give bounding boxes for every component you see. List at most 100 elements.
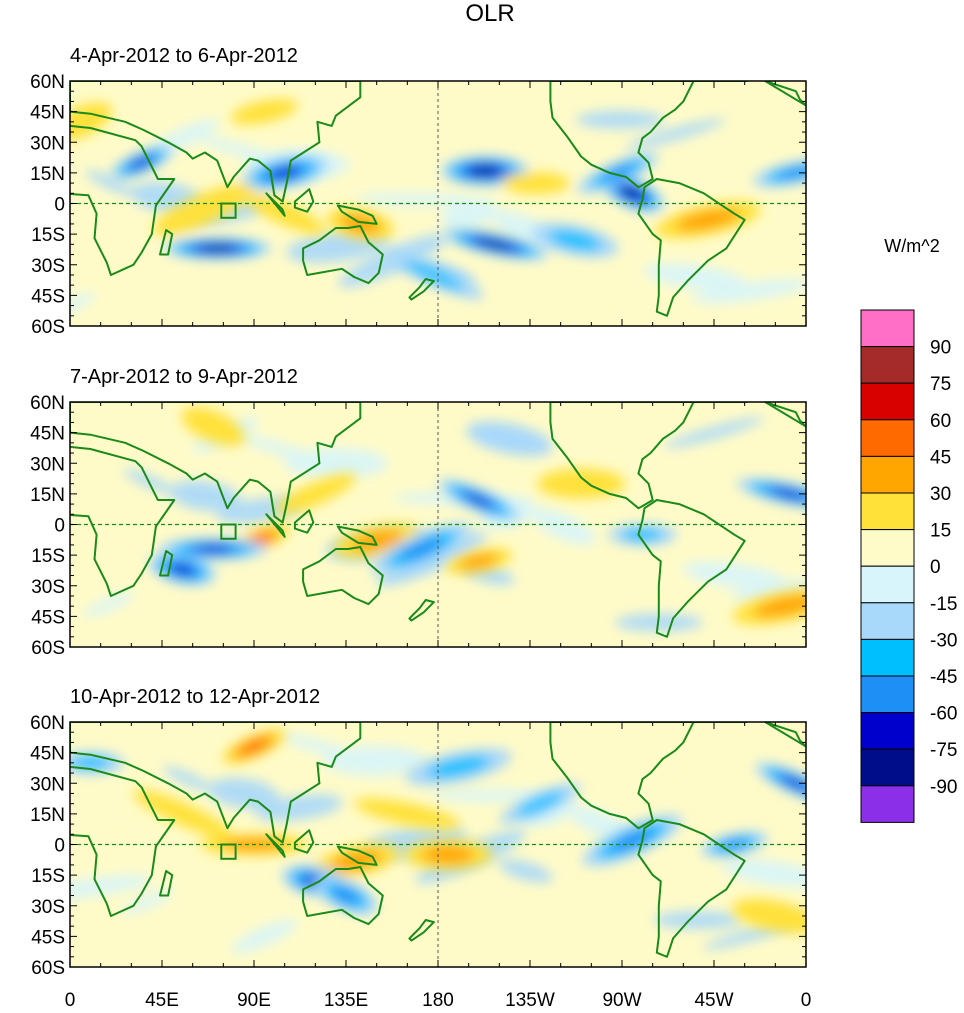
colorbar-units: W/m^2 <box>884 236 939 256</box>
panel-2-coastline-8 <box>637 499 746 638</box>
panel-1-anomaly-5-level-1 <box>153 183 253 236</box>
lon-label-3: 135E <box>324 990 368 1011</box>
panel-1-texture-12 <box>199 136 285 164</box>
panel-1-lat-label-6: 30S <box>31 256 65 277</box>
panel-2-anomaly-3-level-4 <box>171 563 194 575</box>
colorbar-boxes <box>860 309 915 823</box>
panel-1-lat-label-5: 15S <box>31 225 65 246</box>
lon-label-4: 180 <box>422 990 454 1011</box>
panel-1-anomaly-13-level-2 <box>549 229 601 251</box>
panel-2-coastline-11 <box>159 550 174 577</box>
panel-1-coastline-4 <box>293 188 315 213</box>
panel-3-texture-9 <box>70 875 152 900</box>
colorbar-labels: -90 -75 -60 -45 -30 -15 0 15 30 45 60 75 90 <box>930 338 957 798</box>
panel-2-region-box <box>220 523 237 540</box>
panel-3-lat-label-1: 45N <box>30 744 65 765</box>
colorbar-box-0 <box>860 785 915 823</box>
lon-label-0: 0 <box>65 990 76 1011</box>
panel-3-coastline-1 <box>70 722 362 844</box>
panel-3-texture-13 <box>347 881 443 927</box>
panel-2-lat-label-4: 0 <box>54 516 65 537</box>
lon-label-6: 90W <box>602 990 641 1011</box>
panel-2-texture-11 <box>169 480 241 512</box>
panel-1-lat-label-1: 45N <box>30 103 65 124</box>
panel-2-lat-label-1: 45N <box>30 424 65 445</box>
panel-3-anomaly-13-level-1 <box>732 898 806 934</box>
panel-2-anomaly-13-level-1 <box>466 421 553 457</box>
panel-1-anomaly-14-level-2 <box>404 260 464 290</box>
panel-2-texture-9 <box>730 577 806 603</box>
colorbar-box-4 <box>860 638 915 677</box>
panel-2-texture-6 <box>529 508 596 545</box>
panel-3-texture-21 <box>231 919 298 954</box>
panel-3-anomaly-6-level-3 <box>720 838 749 851</box>
panel-3-coastline-8 <box>637 819 746 958</box>
panel-3-anomaly-9-level-3 <box>332 887 360 904</box>
lon-label-5: 135W <box>505 990 555 1011</box>
panel-2-texture-22 <box>258 575 344 609</box>
panel-3-texture-25 <box>539 738 595 759</box>
panel-2-coastline-7 <box>549 402 695 510</box>
panel-1-anomaly-3-level-2 <box>340 214 381 234</box>
panel-2-anomaly-1-level-2 <box>350 530 403 552</box>
panel-1-texture-22 <box>219 276 305 311</box>
panel-3-texture-5 <box>498 859 553 883</box>
panel-2-texture-8 <box>663 417 765 449</box>
panel-1-texture-9 <box>691 279 806 304</box>
panel-1: 4-Apr-2012 to 6-Apr-2012 60N 45N 30N 15N 0 15… <box>30 45 807 338</box>
panel-2-anomaly-9-level-1 <box>181 407 245 446</box>
panel-1-lat-ticks: 60N 45N 30N 15N 0 15S 30S 45S 60S <box>30 72 65 338</box>
colorbar-box-6 <box>860 565 915 604</box>
panel-2-anomaly-12-level-2 <box>622 528 663 542</box>
panel-3-anomaly-4-level-4 <box>782 776 806 791</box>
panel-2-anomaly-11-level-2 <box>753 595 806 618</box>
panel-1-anomaly-10-level-3 <box>600 164 636 182</box>
panel-3-anomaly-7-level-2 <box>421 845 475 864</box>
panel-3-anomaly-11-level-2 <box>426 755 491 779</box>
panel-2-lat-ticks: 60N 45N 30N 15N 0 15S 30S 45S 60S <box>30 393 65 659</box>
panel-2-plot <box>69 401 807 648</box>
panel-3-texture-17 <box>653 911 742 930</box>
panel-3-coastline-6 <box>408 919 435 942</box>
panel-3-texture-16 <box>586 755 658 771</box>
colorbar-box-2 <box>860 712 915 750</box>
panel-2-coastline-5 <box>336 525 378 546</box>
panel-1-texture-15 <box>441 197 496 231</box>
panel-3-coastline-11 <box>159 870 174 897</box>
panel-1-anomaly-12-level-1 <box>502 172 571 195</box>
panel-2-lat-label-3: 15N <box>30 485 65 506</box>
panel-3: 10-Apr-2012 to 12-Apr-2012 60N 45N 30N 15N 0… <box>30 686 807 979</box>
panel-3-coastline-4 <box>293 829 315 854</box>
panel-1-anomaly-16-level-3 <box>777 166 806 179</box>
panel-2-anomaly-6-level-2 <box>458 553 499 569</box>
colorbar-box-3 <box>860 675 915 714</box>
panel-3-coastlines <box>70 722 806 958</box>
panel-1-coastline-11 <box>159 229 174 256</box>
panel-2-coastline-10 <box>764 402 806 428</box>
panel-1-texture-0 <box>70 292 96 319</box>
colorbar-label-5: -15 <box>930 594 957 615</box>
panel-2-texture-0 <box>83 591 135 617</box>
panel-3-texture-24 <box>431 789 552 802</box>
panel-1-coastline-0 <box>70 124 176 276</box>
panel-3-texture-20 <box>162 766 215 792</box>
colorbar: W/m^2 -90 -75 -60 -45 -30 -15 0 15 30 45 60 75 90 <box>860 236 957 823</box>
panel-1-anomaly-11-level-2 <box>676 208 740 231</box>
panel-2-texture-13 <box>308 583 404 629</box>
panel-1-lat-label-3: 15N <box>30 164 65 185</box>
panel-2-coastline-6 <box>408 599 435 622</box>
panel-3-subtitle: 10-Apr-2012 to 12-Apr-2012 <box>70 686 320 708</box>
colorbar-box-10 <box>860 419 915 457</box>
colorbar-box-5 <box>860 602 915 640</box>
colorbar-label-4: -30 <box>930 630 957 651</box>
lon-label-8: 0 <box>801 990 812 1011</box>
lon-label-2: 90E <box>237 990 271 1011</box>
panel-1-coastline-2 <box>302 225 384 285</box>
panel-2-anomaly-4-level-4 <box>465 493 493 507</box>
panel-3-coastline-3 <box>265 833 286 858</box>
panel-3-lat-label-3: 15N <box>30 805 65 826</box>
panel-2-anomaly-5-level-3 <box>400 537 443 561</box>
panel-3-coastline-0 <box>70 765 176 917</box>
panel-3-lat-label-5: 15S <box>31 866 65 887</box>
panel-2-lat-label-0: 60N <box>30 393 65 414</box>
